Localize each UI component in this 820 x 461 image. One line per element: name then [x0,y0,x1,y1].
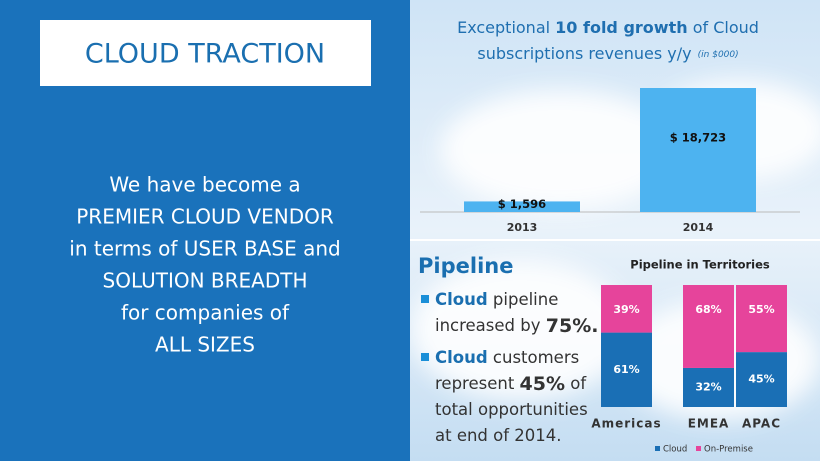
statement-line: in terms of USER BASE and [69,237,340,261]
x-tick-label: APAC [742,417,781,431]
bar-segment [736,285,787,353]
value-label: 32% [695,380,721,393]
bullet-text: customers [488,348,580,367]
bullet-text: pipeline [488,290,559,309]
bar-segment [601,332,652,407]
x-tick-label: 2013 [507,221,538,234]
bullet-text: 75%. [546,315,599,337]
bullet-square [421,295,429,303]
statement-line: We have become a [109,173,300,197]
title-part: 10 fold growth [555,18,687,37]
title-box [40,20,371,86]
bullet-line: increased by 75%. [435,315,598,337]
value-label: 61% [613,363,639,376]
statement-line: ALL SIZES [155,333,255,357]
bullet-line: at end of 2014. [435,426,562,445]
bullet-text: 45% [520,373,565,395]
value-label: $ 1,596 [498,197,546,211]
statement-line: SOLUTION BREADTH [103,269,308,293]
bar-segment [736,352,787,407]
legend-swatch [696,446,701,451]
bullet-line: Cloud customers [435,348,579,367]
bar [464,201,580,212]
x-tick-label: 2014 [683,221,714,234]
chart-title: Exceptional 10 fold growth of Cloud [457,18,759,37]
statement: We have become a PREMIER CLOUD VENDOR in t… [69,173,340,357]
chart-title: subscriptions revenues y/y (in $000) [477,44,738,63]
bullet-text: Cloud [435,348,488,367]
x-tick-label: Americas [591,417,661,431]
value-label: 55% [748,303,774,316]
bullet-square [421,353,429,361]
title-part: Exceptional [457,18,555,37]
bullet-text: Cloud [435,290,488,309]
title-part: of Cloud [688,18,759,37]
chart-title: Pipeline in Territories [630,258,770,272]
pipeline-heading: Pipeline [418,254,513,278]
charts: Exceptional 10 fold growth of Cloud subsc… [420,18,800,455]
bar-segment [683,285,734,368]
legend-label: On-Premise [704,445,753,455]
value-label: 45% [748,373,774,386]
bar [640,88,756,212]
bullet-text: at end of 2014. [435,426,562,445]
bullet-text: of [565,374,587,393]
bullet-line: Cloud pipeline [435,290,558,309]
bullet-text: represent [435,374,520,393]
bullets: Cloud pipeline increased by 75%. Cloud cus… [421,290,598,445]
slide-title: CLOUD TRACTION [85,39,325,70]
bar-segment [683,367,734,407]
title-part: subscriptions revenues y/y [477,44,691,63]
bullet-text: increased by [435,316,546,335]
bar-segment [601,285,652,333]
value-label: $ 18,723 [670,131,726,145]
bullet-line: total opportunities [435,400,588,419]
subtitle: (in $000) [698,50,739,60]
bullet-line: represent 45% of [435,373,587,395]
x-tick-label: EMEA [688,417,730,431]
bullet-text: total opportunities [435,400,588,419]
legend-swatch [655,446,660,451]
value-label: 68% [695,303,721,316]
statement-line: for companies of [121,301,290,325]
statement-line: PREMIER CLOUD VENDOR [76,205,334,229]
value-label: 39% [613,303,639,316]
legend-label: Cloud [663,445,687,455]
